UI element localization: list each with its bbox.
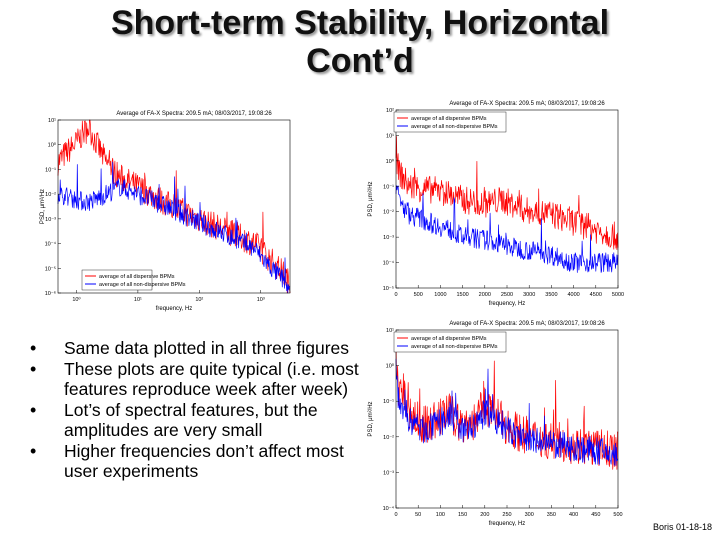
y-tick-label: 10⁻³	[383, 470, 394, 476]
y-tick-label: 10⁻⁵	[45, 265, 56, 272]
y-tick-label: 10¹	[386, 328, 394, 334]
chart-title: Average of FA-X Spectra: 209.5 mA; 08/03…	[449, 321, 605, 327]
y-tick-label: 10⁻⁵	[383, 285, 394, 292]
y-tick-label: 10⁻⁴	[45, 241, 57, 248]
y-tick-label: 10⁻²	[383, 435, 394, 441]
x-axis-label: frequency, Hz	[156, 306, 193, 312]
x-tick-label: 1000	[434, 292, 446, 298]
bullet-marker: •	[30, 338, 37, 358]
bullet-item: • Same data plotted in all three figures	[30, 338, 365, 359]
bullet-text: These plots are quite typical (i.e. most…	[64, 358, 359, 400]
y-tick-label: 10¹	[48, 118, 56, 124]
x-tick-label: 1500	[456, 292, 468, 298]
legend-label: average of all non-dispersive BPMs	[99, 282, 186, 288]
x-tick-label: 50	[415, 512, 421, 518]
chart-linear-spectrum-5khz: Average of FA-X Spectra: 209.5 mA; 08/03…	[368, 101, 624, 307]
y-tick-label: 10⁻³	[45, 217, 56, 223]
y-tick-label: 10⁻²	[383, 210, 394, 216]
x-tick-label: 4000	[567, 292, 579, 298]
legend-box	[393, 111, 507, 133]
x-tick-label: 250	[502, 512, 511, 518]
slide-title-line-2: Cont’d	[306, 42, 414, 80]
legend-box	[81, 269, 153, 291]
series-line-nondispersive	[395, 185, 619, 273]
bullet-item: • Lot’s of spectral features, but the amp…	[30, 400, 365, 441]
chart-title: Average of FA-X Spectra: 209.5 mA; 08/03…	[116, 111, 272, 117]
legend-box	[393, 331, 507, 353]
y-axis-label: PSD, μm²/Hz	[368, 181, 374, 216]
y-tick-label: 10¹	[386, 133, 394, 139]
plot-frame	[57, 119, 291, 294]
y-tick-label: 10²	[386, 108, 394, 114]
chart-linear-spectrum-500hz: Average of FA-X Spectra: 209.5 mA; 08/03…	[368, 321, 623, 526]
series-line-dispersive	[395, 136, 619, 250]
legend-label: average of all non-dispersive BPMs	[411, 124, 498, 130]
x-tick-label: 3000	[523, 292, 535, 298]
bullet-text: Same data plotted in all three figures	[64, 338, 350, 358]
chart-loglog-spectrum: Average of FA-X Spectra: 209.5 mA; 08/03…	[40, 111, 291, 312]
y-tick-label: 10⁻³	[383, 235, 394, 241]
y-axis-label: PSD, μm²/Hz	[368, 401, 374, 436]
x-tick-label: 2500	[501, 292, 513, 298]
x-tick-label: 450	[591, 512, 600, 518]
bullet-list: • Same data plotted in all three figures …	[30, 338, 365, 482]
legend-label: average of all non-dispersive BPMs	[411, 344, 498, 350]
y-tick-label: 10⁻¹	[45, 167, 56, 173]
slide-title-line-1: Short-term Stability, Horizontal	[110, 4, 610, 42]
y-tick-label: 10⁻¹	[383, 184, 394, 190]
x-tick-label: 10¹	[134, 297, 142, 303]
x-tick-label: 500	[613, 512, 622, 518]
bullet-item: • These plots are quite typical (i.e. mos…	[30, 359, 365, 400]
x-tick-label: 5000	[612, 292, 624, 298]
y-tick-label: 10⁻⁴	[383, 260, 395, 267]
chart-title: Average of FA-X Spectra: 209.5 mA; 08/03…	[449, 101, 605, 107]
x-tick-label: 200	[480, 512, 489, 518]
x-tick-label: 400	[569, 512, 578, 518]
bullet-marker: •	[30, 399, 37, 420]
x-tick-label: 150	[458, 512, 467, 518]
legend-label: average of all dispersive BPMs	[411, 116, 487, 122]
bullet-item: • Higher frequencies don’t affect most us…	[30, 441, 365, 482]
y-tick-label: 10⁰	[386, 158, 395, 165]
y-tick-label: 10⁻⁴	[383, 505, 395, 512]
x-tick-label: 10⁰	[72, 296, 81, 303]
y-tick-label: 10⁻⁶	[45, 290, 56, 297]
y-axis-label: PSD, μm²/Hz	[40, 189, 46, 224]
x-tick-label: 500	[414, 292, 423, 298]
legend-label: average of all dispersive BPMs	[99, 274, 175, 280]
bullet-text: Lot’s of spectral features, but the ampl…	[64, 399, 318, 441]
x-tick-label: 0	[394, 292, 397, 298]
legend-label: average of all dispersive BPMs	[411, 336, 487, 342]
x-axis-label: frequency, Hz	[489, 521, 526, 526]
series-line-nondispersive	[395, 358, 619, 466]
series-line-nondispersive	[57, 161, 291, 294]
x-axis-label: frequency, Hz	[489, 301, 526, 307]
x-tick-label: 10²	[195, 297, 203, 303]
x-tick-label: 2000	[479, 292, 491, 298]
x-tick-label: 350	[547, 512, 556, 518]
slide-title: Short-term Stability, Horizontal Cont’d	[0, 4, 720, 80]
x-tick-label: 300	[525, 512, 534, 518]
x-tick-label: 10³	[257, 297, 265, 303]
x-tick-label: 3500	[545, 292, 557, 298]
bullet-marker: •	[30, 440, 37, 461]
bullet-text: Higher frequencies don’t affect most use…	[64, 440, 344, 482]
y-tick-label: 10⁰	[386, 363, 395, 370]
footer-credit: Boris 01-18-18	[652, 522, 712, 532]
y-tick-label: 10⁻¹	[383, 399, 394, 405]
y-tick-label: 10⁰	[48, 142, 57, 149]
x-tick-label: 4500	[590, 292, 602, 298]
x-tick-label: 0	[394, 512, 397, 518]
bullet-marker: •	[30, 358, 37, 379]
x-tick-label: 100	[436, 512, 445, 518]
y-tick-label: 10⁻²	[45, 192, 56, 198]
